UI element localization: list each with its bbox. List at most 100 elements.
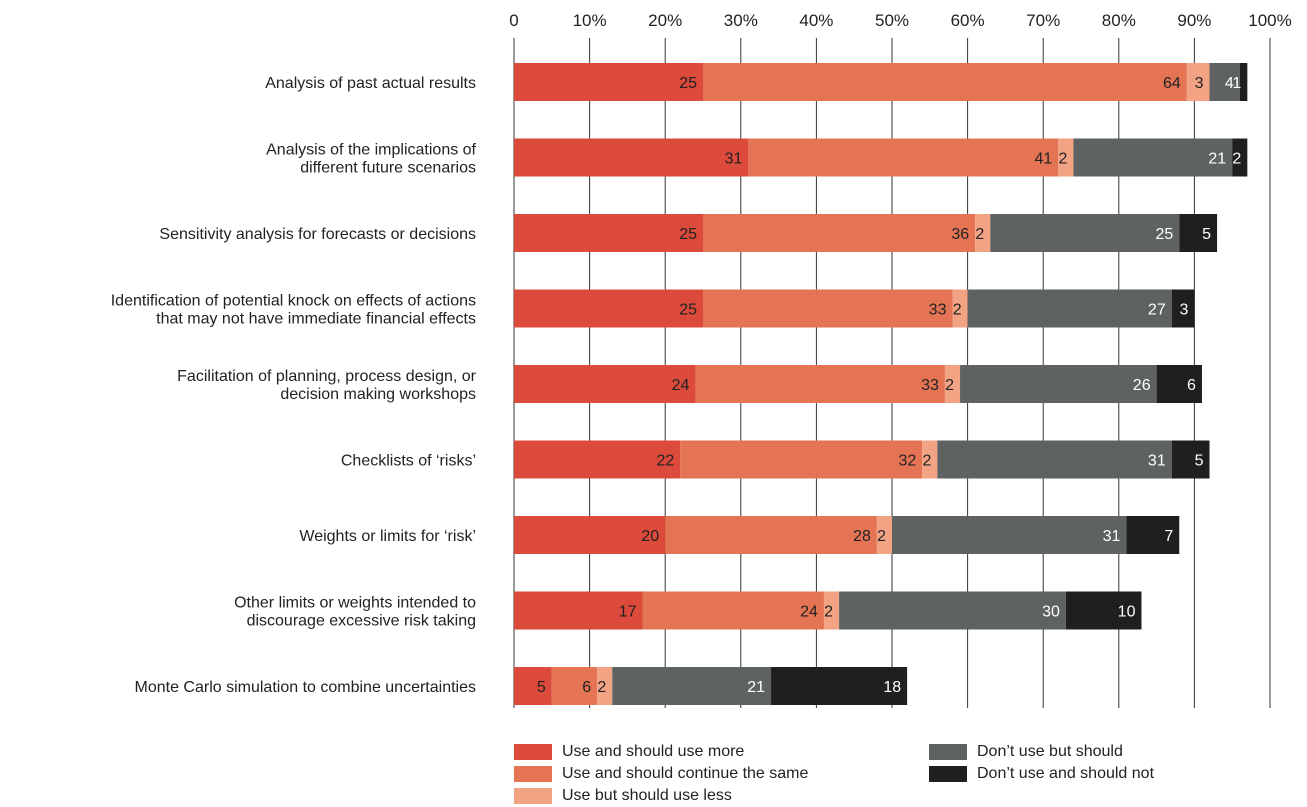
bar-value-label: 10 xyxy=(1118,604,1136,621)
bar-segment xyxy=(514,591,643,630)
bar-segment xyxy=(612,667,772,705)
bar-value-label: 5 xyxy=(537,679,546,696)
bar-segment xyxy=(952,289,968,328)
bar-segment xyxy=(1171,289,1195,328)
bar-segment xyxy=(514,214,703,252)
x-tick-label: 30% xyxy=(724,11,758,30)
x-tick-label: 90% xyxy=(1177,11,1211,30)
bar-segment xyxy=(1058,138,1074,177)
bar-segment xyxy=(1073,138,1233,177)
legend-item-dont-use-should-not: Don’t use and should not xyxy=(929,764,1154,784)
bar-segment xyxy=(892,516,1127,554)
bar-value-label: 1 xyxy=(1232,75,1241,92)
legend-swatch-use-more xyxy=(514,744,552,760)
bar-value-label: 2 xyxy=(597,679,606,696)
bar-segment xyxy=(514,516,666,554)
x-axis-tick-labels: 0 10% 20% 30% 40% 50% 60% 70% 80% 90% 100% xyxy=(509,11,1291,30)
bar-value-label: 2 xyxy=(953,302,962,319)
bar-value-label: 3 xyxy=(1195,75,1204,92)
category-label: that may not have immediate financial ef… xyxy=(156,311,476,328)
x-tick-label: 40% xyxy=(799,11,833,30)
bar-value-label: 33 xyxy=(929,302,947,319)
bar-value-label: 26 xyxy=(1133,377,1151,394)
bar-segment xyxy=(1179,214,1218,252)
bar-segment xyxy=(1171,440,1210,479)
legend-label-dont-use-should-not: Don’t use and should not xyxy=(977,765,1155,782)
legend-swatch-continue-same xyxy=(514,766,552,782)
bar-segment xyxy=(703,289,953,328)
bar-segment xyxy=(1186,63,1210,101)
bar-value-label: 18 xyxy=(883,679,901,696)
category-label: Analysis of past actual results xyxy=(265,75,476,92)
x-tick-label: 60% xyxy=(951,11,985,30)
bar-value-label: 33 xyxy=(921,377,939,394)
bar-value-label: 2 xyxy=(877,528,886,545)
bar-value-label: 31 xyxy=(1103,528,1121,545)
bar-value-label: 31 xyxy=(725,151,743,168)
bar-value-label: 6 xyxy=(1187,377,1196,394)
bar-value-label: 21 xyxy=(1208,151,1226,168)
bar-value-label: 25 xyxy=(679,75,697,92)
bar-segment xyxy=(665,516,877,554)
bar-value-label: 4 xyxy=(1225,75,1234,92)
legend-label-dont-use-but-should: Don’t use but should xyxy=(977,743,1123,760)
category-label: discourage excessive risk taking xyxy=(247,613,476,630)
bar-segment xyxy=(514,365,696,403)
bar-segment xyxy=(1126,516,1180,554)
x-tick-label: 20% xyxy=(648,11,682,30)
bar-value-label: 32 xyxy=(898,453,916,470)
legend-label-continue-same: Use and should continue the same xyxy=(562,765,809,782)
bar-segment xyxy=(642,591,824,630)
bar-segment xyxy=(695,365,945,403)
bar-segment xyxy=(1065,591,1142,630)
bar-segment xyxy=(1209,63,1240,101)
bar-segment xyxy=(514,440,681,479)
bar-value-label: 2 xyxy=(975,226,984,243)
legend-item-dont-use-but-should: Don’t use but should xyxy=(929,742,1123,762)
legend-label-use-more: Use and should use more xyxy=(562,743,745,760)
category-label: Weights or limits for ‘risk’ xyxy=(299,528,476,545)
bar-value-label: 2 xyxy=(945,377,954,394)
bar-segment xyxy=(551,667,598,705)
bar-value-label: 27 xyxy=(1148,302,1166,319)
category-label: Checklists of ‘risks’ xyxy=(341,453,476,470)
stacked-bar-chart: 0 10% 20% 30% 40% 50% 60% 70% 80% 90% 100% 25 64 3 41… xyxy=(111,11,1292,708)
legend-label-use-less: Use but should use less xyxy=(562,787,732,804)
bar-segment xyxy=(514,667,552,705)
category-label: Other limits or weights intended to xyxy=(234,595,476,612)
bar-value-label: 2 xyxy=(922,453,931,470)
bar-segment xyxy=(944,365,961,403)
bar-segment xyxy=(823,591,840,630)
category-labels: Analysis of past actual results Analysis … xyxy=(111,75,477,696)
bar-segment xyxy=(597,667,613,705)
legend-swatch-dont-use-should-not xyxy=(929,766,967,782)
x-tick-label: 80% xyxy=(1102,11,1136,30)
legend-item-continue-same: Use and should continue the same xyxy=(514,764,808,784)
bar-value-label: 64 xyxy=(1163,75,1181,92)
bar-value-label: 25 xyxy=(679,226,697,243)
x-tick-label: 10% xyxy=(573,11,607,30)
legend: Use and should use more Use and should c… xyxy=(514,742,1234,804)
bar-segment xyxy=(937,440,1172,479)
legend-item-use-less: Use but should use less xyxy=(514,786,732,806)
legend-swatch-dont-use-but-should xyxy=(929,744,967,760)
bar-value-label: 31 xyxy=(1148,453,1166,470)
bar-segment xyxy=(771,667,908,705)
category-label: Facilitation of planning, process design… xyxy=(177,368,477,385)
bar-value-label: 24 xyxy=(672,377,690,394)
bar-segment xyxy=(1239,63,1248,101)
bar-segment xyxy=(703,63,1187,101)
bar-value-label: 6 xyxy=(582,679,591,696)
bar-segment xyxy=(990,214,1180,252)
bar-segment xyxy=(514,63,703,101)
bar-value-label: 24 xyxy=(800,604,818,621)
bar-segment xyxy=(922,440,938,479)
category-label: decision making workshops xyxy=(280,386,476,403)
bar-value-label: 21 xyxy=(747,679,765,696)
bar-value-label: 2 xyxy=(824,604,833,621)
category-label: Identification of potential knock on eff… xyxy=(111,293,476,310)
x-tick-label: 0 xyxy=(509,11,518,30)
bar-value-label: 3 xyxy=(1179,302,1188,319)
bar-value-label: 30 xyxy=(1042,604,1060,621)
